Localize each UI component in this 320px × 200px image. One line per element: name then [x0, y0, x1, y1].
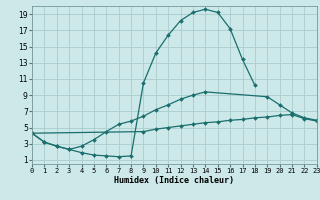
X-axis label: Humidex (Indice chaleur): Humidex (Indice chaleur): [115, 176, 234, 185]
